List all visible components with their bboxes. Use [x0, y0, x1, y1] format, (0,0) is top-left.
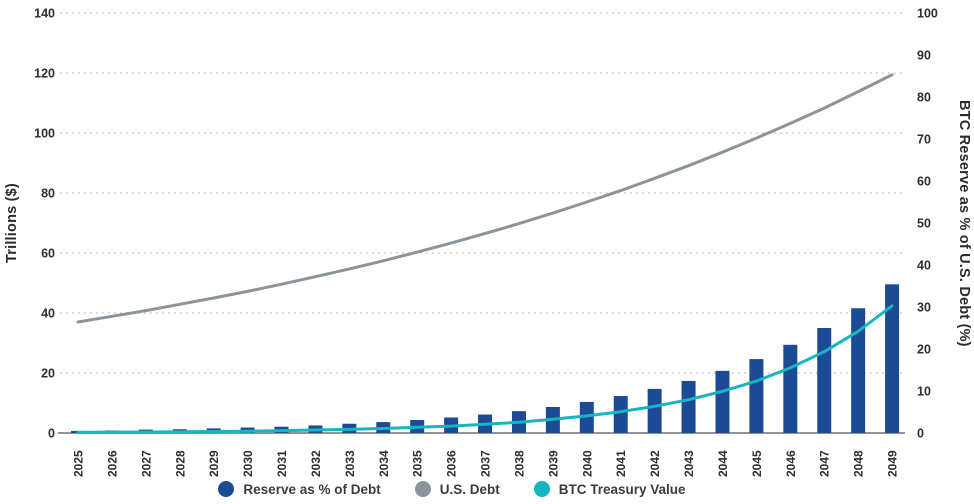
- legend-item-label: Reserve as % of Debt: [243, 481, 381, 497]
- bar-2040: [579, 401, 594, 433]
- x-axis-tick: 2049: [886, 450, 900, 477]
- right-axis-tick: 10: [917, 385, 931, 399]
- right-axis-tick: 50: [917, 217, 931, 231]
- right-axis-tick: 70: [917, 133, 931, 147]
- legend-item-btc-value[interactable]: BTC Treasury Value: [533, 481, 686, 497]
- bar-2043: [681, 380, 696, 433]
- right-axis-tick: 30: [917, 301, 931, 315]
- bar-2047: [817, 328, 832, 433]
- x-axis-tick: 2047: [818, 450, 832, 477]
- legend-item-us-debt[interactable]: U.S. Debt: [414, 481, 500, 497]
- x-axis-tick: 2029: [207, 450, 221, 477]
- bar-2048: [851, 308, 866, 433]
- legend-swatch-icon: [533, 481, 550, 497]
- right-axis-tick: 20: [917, 343, 931, 357]
- right-axis-tick: 40: [917, 259, 931, 273]
- bar-2042: [647, 388, 662, 433]
- bar-2044: [715, 370, 730, 433]
- x-axis-tick: 2037: [479, 450, 493, 477]
- x-axis-tick: 2028: [173, 450, 187, 477]
- left-axis-tick: 40: [41, 307, 55, 321]
- right-axis-tick: 90: [917, 49, 931, 63]
- x-axis-tick: 2027: [139, 450, 153, 477]
- legend-swatch-icon: [414, 481, 431, 497]
- bar-2046: [783, 344, 798, 433]
- x-axis-tick: 2044: [716, 450, 730, 477]
- legend-swatch-icon: [218, 481, 235, 497]
- x-axis-tick: 2030: [241, 450, 255, 477]
- left-axis-title: Trillions ($): [4, 183, 20, 263]
- left-axis-tick: 60: [41, 247, 55, 261]
- x-axis-tick: 2048: [852, 450, 866, 477]
- x-axis-tick: 2025: [72, 450, 86, 477]
- x-axis-tick: 2046: [784, 450, 798, 477]
- x-axis-tick: 2038: [512, 450, 526, 477]
- x-axis-tick: 2031: [275, 450, 289, 477]
- x-axis-tick: 2026: [105, 450, 119, 477]
- right-axis-tick: 0: [917, 427, 924, 441]
- x-axis-tick: 2043: [682, 450, 696, 477]
- legend-item-label: U.S. Debt: [439, 481, 500, 497]
- x-axis-tick: 2032: [309, 450, 323, 477]
- legend-item-reserve-pct[interactable]: Reserve as % of Debt: [218, 481, 381, 497]
- x-axis-tick: 2034: [377, 450, 391, 477]
- x-axis-tick: 2035: [411, 450, 425, 477]
- left-axis-tick: 140: [34, 7, 55, 21]
- left-axis-tick: 80: [41, 187, 55, 201]
- x-axis-tick: 2039: [546, 450, 560, 477]
- bar-2045: [749, 359, 764, 433]
- left-axis-tick: 100: [34, 127, 55, 141]
- bar-2041: [613, 396, 628, 433]
- btc-treasury-line: [76, 304, 894, 434]
- left-axis-tick: 120: [34, 67, 55, 81]
- right-axis-title: BTC Reserve as % of U.S. Debt (%): [956, 99, 972, 347]
- x-axis-tick: 2041: [614, 450, 628, 477]
- right-axis-tick: 60: [917, 175, 931, 189]
- x-axis-tick: 2033: [343, 450, 357, 477]
- x-axis-tick: 2045: [750, 450, 764, 477]
- left-axis-tick: 0: [48, 427, 55, 441]
- legend: Reserve as % of Debt U.S. Debt BTC Treas…: [0, 478, 904, 500]
- legend-item-label: BTC Treasury Value: [558, 481, 686, 497]
- us-debt-line: [76, 73, 894, 324]
- x-axis-tick: 2036: [445, 450, 459, 477]
- right-axis-tick: 80: [917, 91, 931, 105]
- left-axis-tick: 20: [41, 367, 55, 381]
- x-axis-tick: 2040: [580, 450, 594, 477]
- bar-2049: [885, 284, 900, 433]
- right-axis-tick: 100: [917, 7, 938, 21]
- x-axis-tick: 2042: [648, 450, 662, 477]
